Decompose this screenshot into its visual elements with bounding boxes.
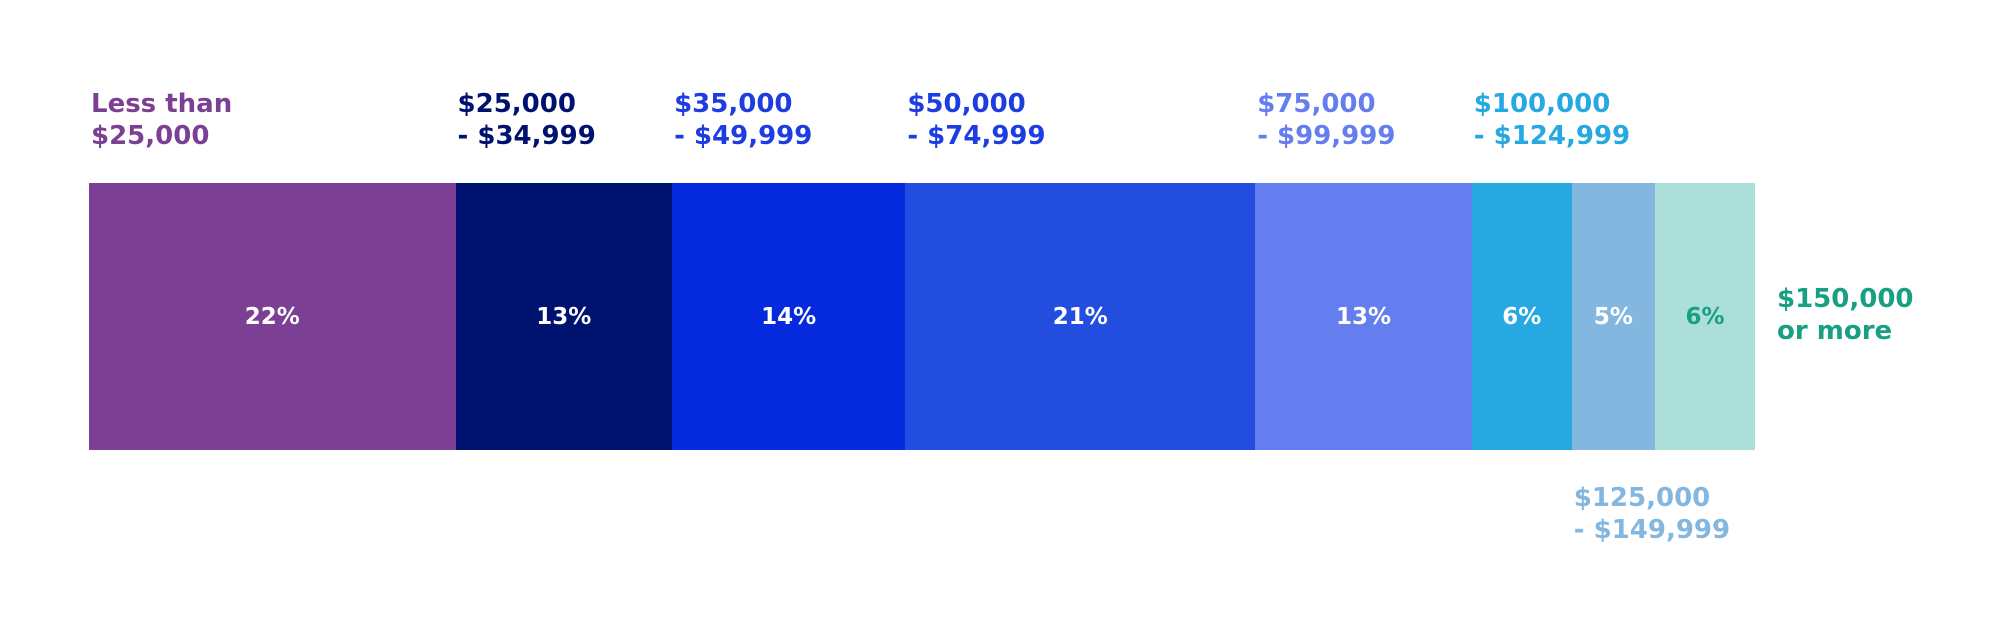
category-label-line1: $25,000 — [457, 89, 576, 119]
category-label-line1: $100,000 — [1473, 89, 1611, 119]
value-label-8: 6% — [1685, 303, 1725, 330]
value-label-2: 13% — [536, 303, 592, 330]
value-label-1: 22% — [244, 303, 300, 330]
category-label-line1: $35,000 — [674, 89, 793, 119]
category-label-line1: $50,000 — [907, 89, 1026, 119]
category-label-7: $125,000- $149,999 — [1574, 482, 1730, 546]
value-label-3: 14% — [761, 303, 817, 330]
bar-segment-7 — [1571, 183, 1656, 450]
category-label-line2: or more — [1777, 316, 1893, 346]
bar-segment-5 — [1255, 183, 1473, 450]
category-label-3: $35,000- $49,999 — [674, 88, 812, 152]
value-label-4: 21% — [1052, 303, 1108, 330]
category-label-line2: - $74,999 — [907, 121, 1046, 151]
bar-segment-6 — [1471, 183, 1573, 450]
category-label-line2: - $124,999 — [1473, 121, 1631, 151]
category-label-line1: Less than — [91, 89, 233, 119]
category-label-4: $50,000- $74,999 — [907, 88, 1045, 152]
category-label-8: $150,000 or more — [1777, 283, 1914, 347]
bar-segment-2 — [455, 183, 673, 450]
value-label-7: 5% — [1593, 303, 1633, 330]
category-label-line1: $125,000 — [1573, 483, 1711, 513]
value-label-5: 13% — [1335, 303, 1391, 330]
bar-segment-4 — [905, 183, 1256, 450]
value-label-6: 6% — [1502, 303, 1542, 330]
category-label-line2: $25,000 — [91, 121, 210, 151]
category-label-line1: $75,000 — [1257, 89, 1376, 119]
category-label-6: $100,000- $124,999 — [1474, 88, 1630, 152]
category-label-line2: - $99,999 — [1257, 121, 1396, 151]
bar-segment-8 — [1655, 183, 1756, 450]
category-label-line2: - $49,999 — [674, 121, 813, 151]
bar-segment-1 — [89, 183, 457, 450]
category-label-5: $75,000- $99,999 — [1257, 88, 1395, 152]
bar-segment-3 — [672, 183, 906, 450]
category-label-line1: $150,000 — [1777, 284, 1914, 314]
category-label-1: Less than $25,000 — [91, 88, 232, 152]
category-label-2: $25,000- $34,999 — [458, 88, 596, 152]
category-label-line2: - $149,999 — [1573, 515, 1731, 545]
category-label-line2: - $34,999 — [457, 121, 596, 151]
